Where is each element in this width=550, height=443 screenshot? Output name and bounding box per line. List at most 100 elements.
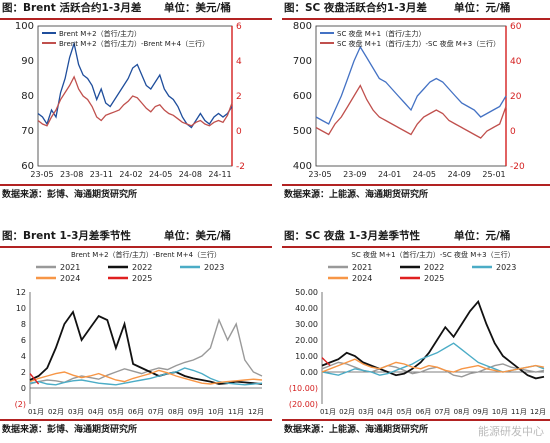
title-underline (0, 18, 272, 20)
legend-label: 2023 (204, 263, 224, 272)
x-tick-label: 24-11 (208, 170, 231, 179)
watermark: 能源研发中心 (478, 425, 544, 438)
chart-subtitle: Brent M+2（首行/主力）-Brent M+4（三行） (71, 250, 221, 259)
legend-label: 2024 (352, 274, 372, 283)
series-line (315, 45, 507, 125)
series-line (37, 75, 233, 127)
series-line (29, 369, 263, 385)
unit-text: 单位：元/桶 (454, 2, 511, 14)
y-tick-label: 0 (21, 384, 26, 393)
x-tick-label: 01月 (28, 408, 44, 416)
x-tick-label: 23-05 (30, 170, 53, 179)
legend-label: 2023 (496, 263, 516, 272)
title-text: 图：Brent 1-3月差季节性 (2, 230, 131, 242)
y-left-tick-label: 60 (21, 161, 34, 172)
series-line (321, 358, 545, 373)
legend-label: 2024 (60, 274, 80, 283)
y-tick-label: 10 (16, 304, 26, 313)
source-text: 数据来源：上能源、海通期货研究所 (284, 190, 429, 200)
x-tick-label: 24-08 (179, 170, 202, 179)
legend-label: 2022 (424, 263, 444, 272)
y-tick-label: (2) (15, 400, 26, 409)
x-tick-label: 06月 (128, 408, 144, 416)
series-line (321, 357, 331, 367)
series-line (29, 309, 263, 385)
y-tick-label: 6 (21, 336, 26, 345)
y-tick-label: 20.00 (295, 336, 318, 345)
x-tick-label: 23-09 (343, 170, 366, 179)
x-tick-label: 04月 (377, 408, 393, 416)
x-tick-label: 10月 (208, 408, 224, 416)
x-tick-label: 24-05 (149, 170, 172, 179)
x-tick-label: 12月 (248, 408, 264, 416)
series-line (29, 373, 40, 385)
x-tick-label: 23-08 (60, 170, 83, 179)
unit-text: 单位：美元/桶 (164, 2, 231, 14)
y-right-tick-label: 0 (236, 127, 242, 137)
title-underline (282, 246, 550, 248)
x-tick-label: 08月 (454, 408, 470, 416)
title-underline (282, 18, 550, 20)
x-tick-label: 23-11 (90, 170, 113, 179)
y-tick-label: 40.00 (295, 304, 318, 313)
title-text: 图：Brent 活跃合约1-3月差 (2, 2, 142, 14)
y-left-tick-label: 500 (293, 126, 312, 137)
x-tick-label: 12月 (530, 408, 546, 416)
y-right-tick-label: 4 (236, 57, 242, 67)
y-left-tick-label: 700 (293, 56, 312, 67)
series-line (37, 40, 233, 129)
y-tick-label: 12 (16, 288, 26, 297)
x-tick-label: 09月 (188, 408, 204, 416)
y-right-tick-label: 0 (510, 127, 516, 137)
legend-label: 2022 (132, 263, 152, 272)
x-tick-label: 01月 (320, 408, 336, 416)
source-text: 数据来源：彭博、海通期货研究所 (2, 190, 138, 200)
y-left-tick-label: 70 (21, 126, 34, 137)
y-right-tick-label: 6 (236, 22, 242, 32)
y-tick-label: (20.00) (289, 400, 318, 409)
x-tick-label: 24-09 (448, 170, 471, 179)
y-tick-label: 2 (21, 368, 26, 377)
panel-title: 图：SC 夜盘 1-3月差季节性 单位：元/桶 (284, 228, 510, 246)
legend-label: SC 夜盘 M+1（首行/主力） (337, 29, 426, 38)
panel-sc-spread: 图：SC 夜盘活跃合约1-3月差 单位：元/桶 400 500 600 700 800-… (282, 0, 550, 212)
chart-brent-seasonal: Brent M+2（首行/主力）-Brent M+4（三行）2021 2022 20… (15, 250, 264, 416)
x-tick-label: 02月 (48, 408, 64, 416)
y-right-tick-label: 60 (510, 22, 522, 32)
x-tick-label: 07月 (148, 408, 164, 416)
x-tick-label: 11月 (228, 408, 244, 416)
title-text: 图：SC 夜盘 1-3月差季节性 (284, 230, 421, 242)
chart-sc-spread: 400 500 600 700 800 -20 0 20 40 60 23-05 23-09 24-01… (293, 21, 525, 179)
x-tick-label: 04月 (88, 408, 104, 416)
y-tick-label: (10.00) (289, 384, 318, 393)
source-rule (282, 419, 550, 421)
unit-text: 单位：美元/桶 (164, 230, 231, 242)
x-tick-label: 24-01 (378, 170, 401, 179)
x-tick-label: 23-05 (308, 170, 331, 179)
y-tick-label: 10.00 (295, 352, 318, 361)
source-text: 数据来源：上能源、海通期货研究所 (284, 425, 429, 435)
series-line (315, 84, 507, 139)
legend-label: 2025 (132, 274, 152, 283)
legend-label: 2021 (352, 263, 372, 272)
panel-title: 图：Brent 1-3月差季节性 单位：美元/桶 (2, 228, 231, 246)
x-tick-label: 05月 (108, 408, 124, 416)
chart-sc-seasonal: SC 夜盘 M+1（首行/主力）-SC 夜盘 M+3（三行） 2021 2022 20… (289, 250, 546, 416)
x-tick-label: 02月 (339, 408, 355, 416)
y-left-tick-label: 90 (21, 56, 34, 67)
y-left-tick-label: 600 (293, 91, 312, 102)
y-tick-label: 4 (21, 352, 26, 361)
title-text: 图：SC 夜盘活跃合约1-3月差 (284, 2, 427, 14)
legend-label: Brent M+2（首行/主力） (59, 29, 141, 38)
y-tick-label: 50.00 (295, 288, 318, 297)
y-tick-label: 30.00 (295, 320, 318, 329)
y-tick-label: 8 (21, 320, 26, 329)
y-right-tick-label: 40 (510, 57, 522, 67)
series-line (321, 299, 545, 380)
series-line (321, 361, 545, 378)
unit-text: 单位：元/桶 (454, 230, 511, 242)
x-tick-label: 06月 (415, 408, 431, 416)
x-tick-label: 10月 (492, 408, 508, 416)
panel-sc-seasonal: 图：SC 夜盘 1-3月差季节性 单位：元/桶 SC 夜盘 M+1（首行/主力）… (282, 228, 550, 443)
legend-label: Brent M+2（首行/主力）-Brent M+4（三行） (59, 39, 209, 48)
